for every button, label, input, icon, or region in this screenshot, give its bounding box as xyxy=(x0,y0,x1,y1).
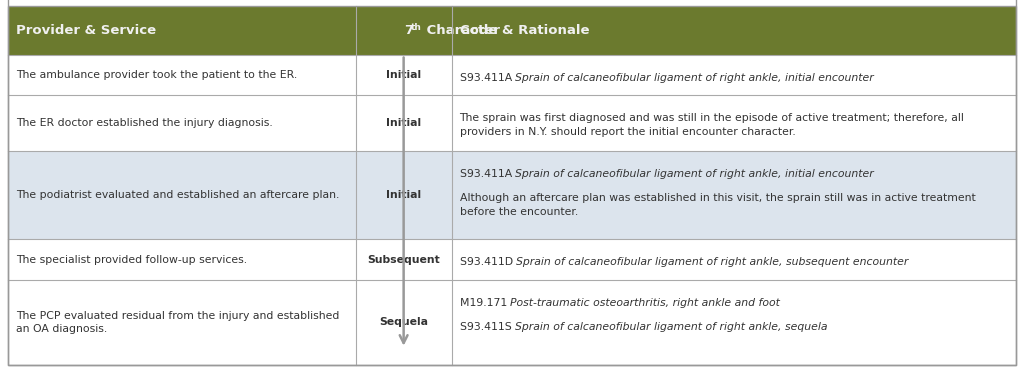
Text: The PCP evaluated residual from the injury and established
an OA diagnosis.: The PCP evaluated residual from the inju… xyxy=(16,311,339,334)
Text: Sprain of calcaneofibular ligament of right ankle, subsequent encounter: Sprain of calcaneofibular ligament of ri… xyxy=(516,257,908,267)
Text: The podiatrist evaluated and established an aftercare plan.: The podiatrist evaluated and established… xyxy=(16,190,339,200)
Text: Post-traumatic osteoarthritis, right ankle and foot: Post-traumatic osteoarthritis, right ank… xyxy=(510,298,780,308)
Text: Character: Character xyxy=(422,24,500,37)
Text: Sprain of calcaneofibular ligament of right ankle, initial encounter: Sprain of calcaneofibular ligament of ri… xyxy=(515,169,874,179)
Bar xyxy=(8,239,1016,280)
Text: Code & Rationale: Code & Rationale xyxy=(460,24,589,37)
Text: Initial: Initial xyxy=(386,190,421,200)
Text: Provider & Service: Provider & Service xyxy=(16,24,156,37)
Text: The ER doctor established the injury diagnosis.: The ER doctor established the injury dia… xyxy=(16,118,272,128)
Text: th: th xyxy=(411,23,422,32)
Text: Initial: Initial xyxy=(386,118,421,128)
Text: The specialist provided follow-up services.: The specialist provided follow-up servic… xyxy=(16,254,247,264)
Text: Initial: Initial xyxy=(386,70,421,80)
Text: Sprain of calcaneofibular ligament of right ankle, initial encounter: Sprain of calcaneofibular ligament of ri… xyxy=(515,73,874,83)
Bar xyxy=(8,6,1016,55)
Bar xyxy=(8,151,1016,239)
Text: 7: 7 xyxy=(403,24,413,37)
Text: S93.411A: S93.411A xyxy=(460,169,515,179)
Text: Subsequent: Subsequent xyxy=(368,254,440,264)
Text: M19.171: M19.171 xyxy=(460,298,510,308)
Bar xyxy=(8,280,1016,365)
Text: Although an aftercare plan was established in this visit, the sprain still was i: Although an aftercare plan was establish… xyxy=(460,193,975,217)
Text: Sprain of calcaneofibular ligament of right ankle, sequela: Sprain of calcaneofibular ligament of ri… xyxy=(515,322,827,332)
Text: The sprain was first diagnosed and was still in the episode of active treatment;: The sprain was first diagnosed and was s… xyxy=(460,113,965,137)
Text: S93.411A: S93.411A xyxy=(460,73,515,83)
Text: S93.411S: S93.411S xyxy=(460,322,515,332)
Text: The ambulance provider took the patient to the ER.: The ambulance provider took the patient … xyxy=(16,70,297,80)
Bar xyxy=(8,95,1016,151)
Text: Sequela: Sequela xyxy=(379,317,428,327)
Bar xyxy=(8,55,1016,95)
Text: S93.411D: S93.411D xyxy=(460,257,516,267)
